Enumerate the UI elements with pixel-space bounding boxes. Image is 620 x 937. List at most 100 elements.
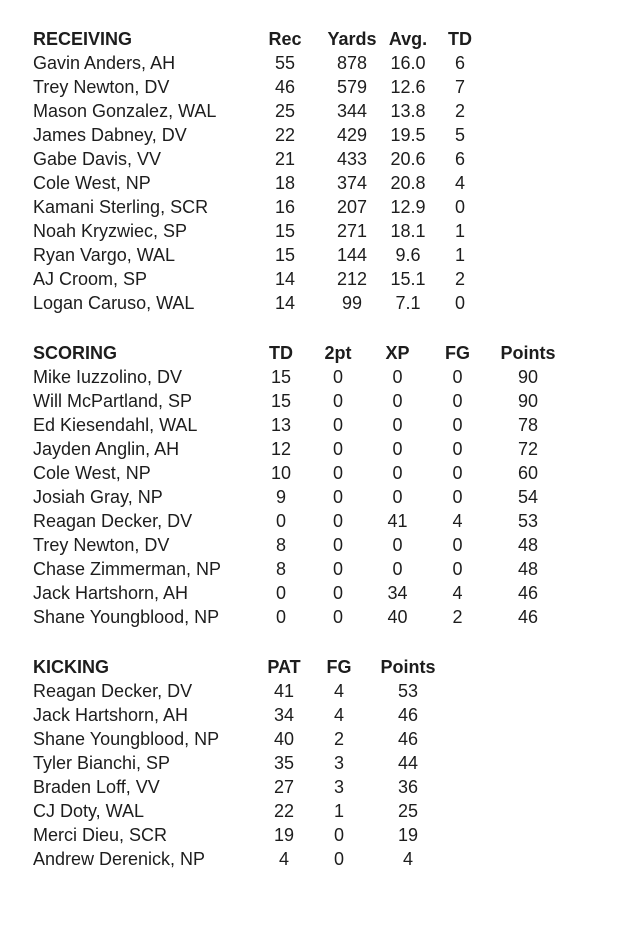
header-row: RECEIVING Rec Yards Avg. TD [33, 27, 491, 51]
stat-value: 41 [273, 681, 295, 701]
table-row: Jayden Anglin, AH 12 0 0 0 72 [33, 437, 569, 461]
stat-value: 0 [392, 415, 403, 435]
stat-value: 1 [454, 245, 465, 265]
player-name: Josiah Gray, NP [33, 487, 163, 507]
header-row: SCORING TD 2pt XP FG Points [33, 341, 569, 365]
table-row: Tyler Bianchi, SP 35 3 44 [33, 751, 453, 775]
stat-value: 212 [336, 269, 368, 289]
stat-value: 5 [454, 125, 465, 145]
stat-value: 0 [332, 439, 343, 459]
stat-value: 433 [336, 149, 368, 169]
stat-value: 0 [452, 439, 463, 459]
stat-value: 19 [273, 825, 295, 845]
header-row: KICKING PAT FG Points [33, 655, 453, 679]
stat-value: 4 [333, 681, 344, 701]
stat-value: 0 [332, 559, 343, 579]
stat-value: 0 [392, 463, 403, 483]
player-name: Mason Gonzalez, WAL [33, 101, 217, 121]
stat-value: 0 [454, 293, 465, 313]
table-row: Trey Newton, DV 46 579 12.6 7 [33, 75, 491, 99]
stat-value: 46 [517, 583, 539, 603]
player-name: Ed Kiesendahl, WAL [33, 415, 198, 435]
stat-value: 72 [517, 439, 539, 459]
stat-value: 0 [332, 415, 343, 435]
table-row: Reagan Decker, DV 41 4 53 [33, 679, 453, 703]
table-row: Noah Kryzwiec, SP 15 271 18.1 1 [33, 219, 491, 243]
table-row: Gabe Davis, VV 21 433 20.6 6 [33, 147, 491, 171]
stat-value: 0 [275, 607, 286, 627]
stat-value: 0 [452, 415, 463, 435]
stat-value: 2 [454, 269, 465, 289]
table-row: Trey Newton, DV 8 0 0 0 48 [33, 533, 569, 557]
stat-value: 7 [454, 77, 465, 97]
table-row: Jack Hartshorn, AH 34 4 46 [33, 703, 453, 727]
table-row: Andrew Derenick, NP 4 0 4 [33, 847, 453, 871]
stat-value: 0 [332, 535, 343, 555]
stat-value: 46 [397, 729, 419, 749]
stat-value: 344 [336, 101, 368, 121]
player-name: Chase Zimmerman, NP [33, 559, 222, 579]
stat-value: 15.1 [390, 269, 426, 289]
column-header-2pt: 2pt [324, 343, 352, 363]
stat-value: 99 [341, 293, 363, 313]
player-name: Will McPartland, SP [33, 391, 193, 411]
column-header-pat: PAT [267, 657, 301, 677]
stat-value: 0 [454, 197, 465, 217]
stat-value: 1 [333, 801, 344, 821]
stat-value: 55 [274, 53, 296, 73]
stat-value: 3 [333, 753, 344, 773]
stat-value: 18 [274, 173, 296, 193]
stat-value: 22 [273, 801, 295, 821]
player-name: Andrew Derenick, NP [33, 849, 206, 869]
table-row: AJ Croom, SP 14 212 15.1 2 [33, 267, 491, 291]
stat-value: 40 [273, 729, 295, 749]
stat-value: 14 [274, 293, 296, 313]
column-header-xp: XP [385, 343, 410, 363]
stat-value: 0 [452, 487, 463, 507]
stat-value: 22 [274, 125, 296, 145]
section-title: KICKING [33, 657, 109, 677]
column-header-points: Points [380, 657, 436, 677]
stat-value: 14 [274, 269, 296, 289]
player-name: Jayden Anglin, AH [33, 439, 180, 459]
stat-value: 12.6 [390, 77, 426, 97]
player-name: Gabe Davis, VV [33, 149, 162, 169]
player-name: Logan Caruso, WAL [33, 293, 195, 313]
column-header-yards: Yards [327, 29, 377, 49]
stat-value: 16 [274, 197, 296, 217]
stat-value: 12 [270, 439, 292, 459]
column-header-points: Points [500, 343, 556, 363]
stat-value: 15 [270, 391, 292, 411]
stat-value: 16.0 [390, 53, 426, 73]
stat-value: 10 [270, 463, 292, 483]
stat-value: 13 [270, 415, 292, 435]
stat-value: 4 [333, 705, 344, 725]
stat-value: 0 [392, 559, 403, 579]
stat-value: 0 [452, 367, 463, 387]
player-name: Merci Dieu, SCR [33, 825, 168, 845]
stat-value: 0 [333, 849, 344, 869]
stats-page: RECEIVING Rec Yards Avg. TD Gavin Anders, AH 5… [33, 27, 569, 871]
stat-value: 20.6 [390, 149, 426, 169]
stat-value: 4 [452, 583, 463, 603]
player-name: Tyler Bianchi, SP [33, 753, 171, 773]
player-name: AJ Croom, SP [33, 269, 148, 289]
stat-value: 25 [274, 101, 296, 121]
player-name: Kamani Sterling, SCR [33, 197, 209, 217]
stat-value: 0 [392, 439, 403, 459]
table-row: Ed Kiesendahl, WAL 13 0 0 0 78 [33, 413, 569, 437]
player-name: Trey Newton, DV [33, 77, 170, 97]
player-name: Mike Iuzzolino, DV [33, 367, 183, 387]
stat-value: 2 [452, 607, 463, 627]
player-name: Ryan Vargo, WAL [33, 245, 176, 265]
stat-value: 0 [332, 487, 343, 507]
column-header-td: TD [269, 343, 293, 363]
player-name: Jack Hartshorn, AH [33, 583, 189, 603]
table-row: Mason Gonzalez, WAL 25 344 13.8 2 [33, 99, 491, 123]
stat-value: 374 [336, 173, 368, 193]
stat-value: 15 [270, 367, 292, 387]
stat-value: 878 [336, 53, 368, 73]
table-row: Logan Caruso, WAL 14 99 7.1 0 [33, 291, 491, 315]
column-header-fg: FG [326, 657, 352, 677]
section-title: RECEIVING [33, 29, 133, 49]
